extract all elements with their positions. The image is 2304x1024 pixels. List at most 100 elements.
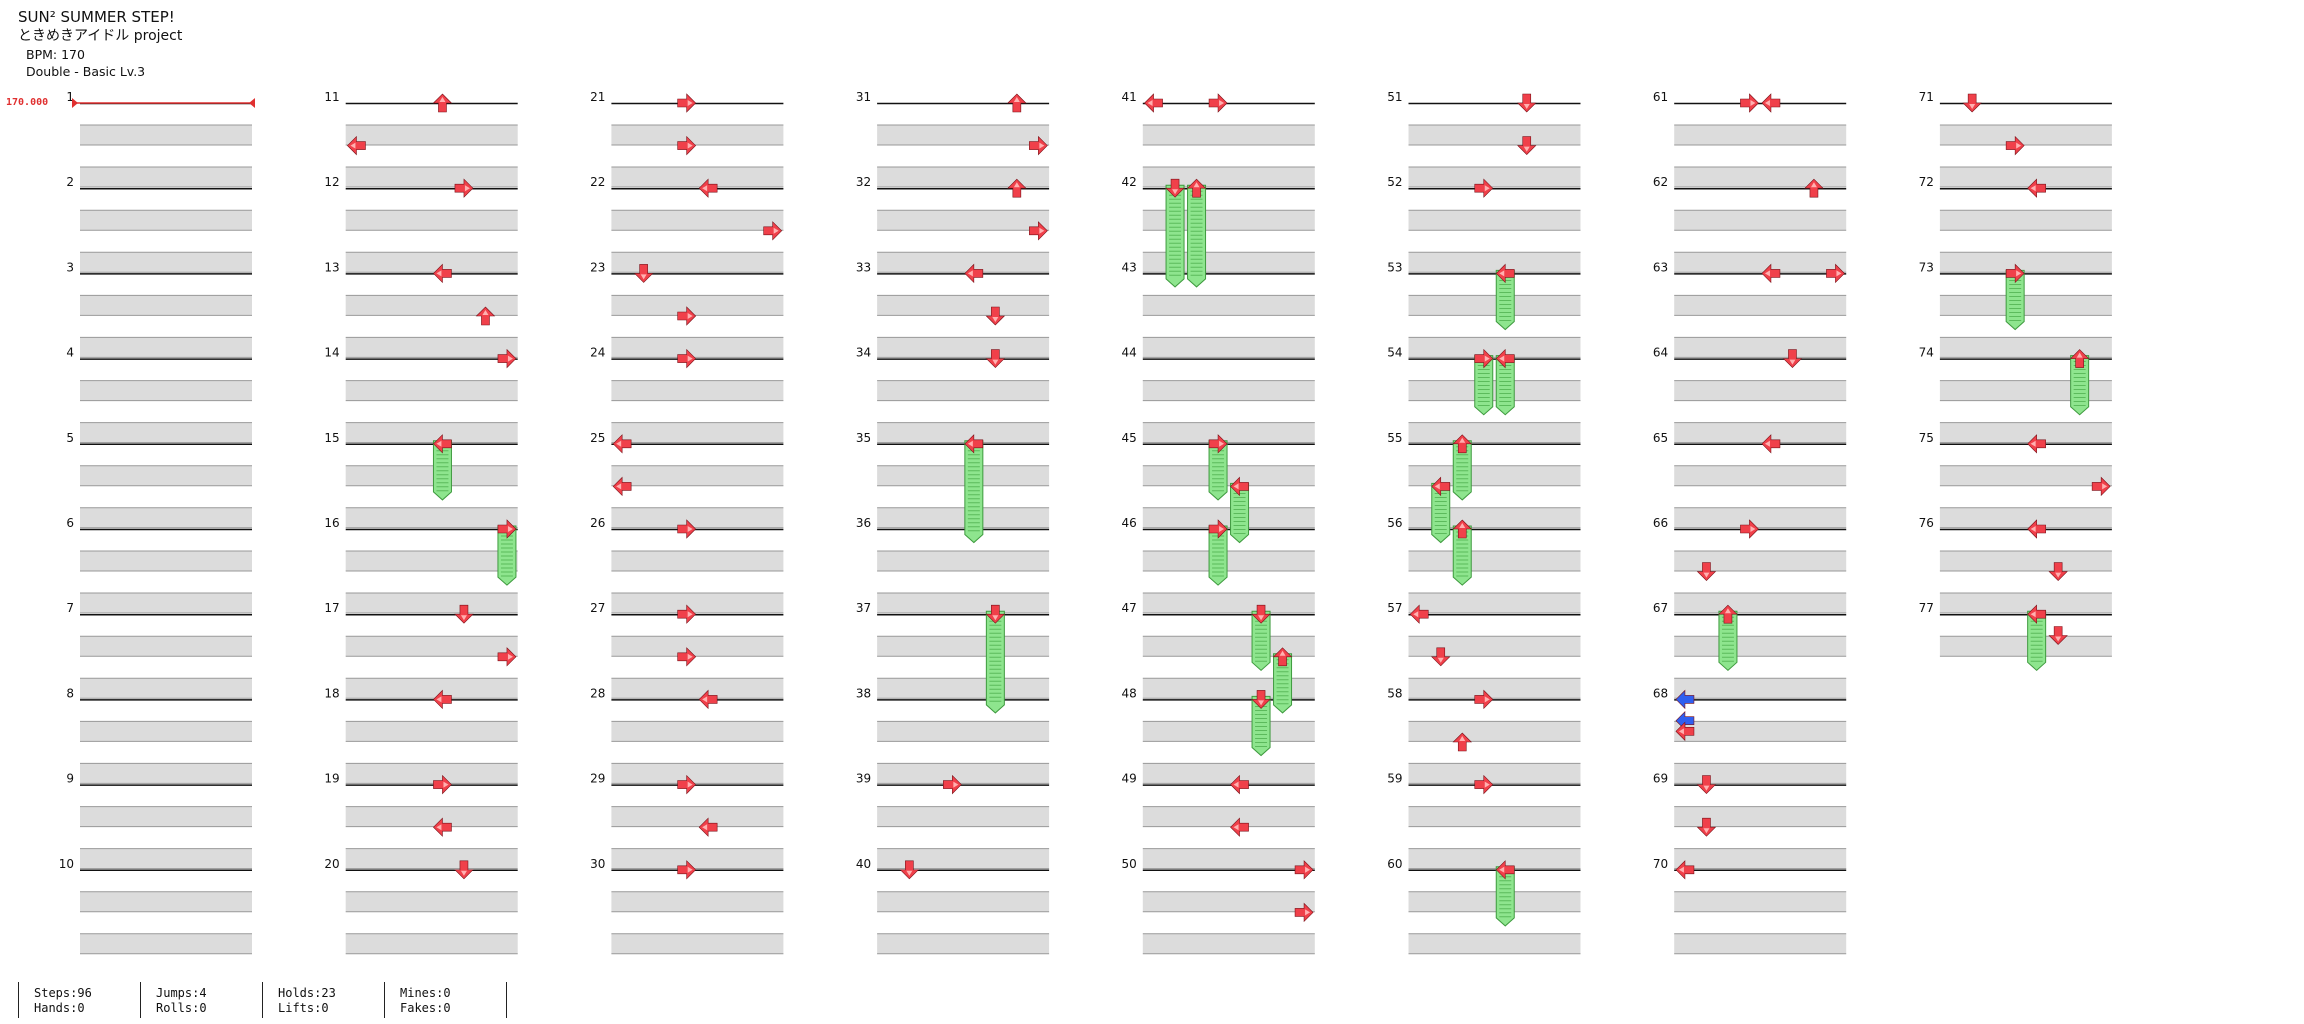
measure-number: 5: [66, 431, 74, 445]
beat-stripe: [1674, 422, 1847, 443]
beat-stripe: [877, 337, 1050, 358]
step-arrow: [2027, 519, 2046, 539]
measure-number: 55: [1387, 431, 1402, 445]
measure-number: 39: [856, 772, 871, 786]
step-arrow-shape: [1696, 562, 1717, 582]
measure-number: 63: [1653, 260, 1668, 274]
arrow-highlight: [1703, 785, 1710, 791]
step-arrow-shape: [433, 774, 452, 795]
step-arrow-shape: [2027, 434, 2046, 454]
step-arrow: [1696, 775, 1717, 795]
step-arrow-shape: [1165, 178, 1185, 198]
beat-stripe: [877, 507, 1050, 528]
step-arrow: [1230, 476, 1249, 497]
step-arrow-shape: [985, 604, 1006, 624]
measure-number: 62: [1653, 175, 1668, 189]
measure-number: 45: [1122, 431, 1137, 445]
arrow-highlight: [1437, 657, 1444, 663]
arrow-highlight: [2016, 270, 2022, 277]
arrow-highlight: [460, 615, 467, 621]
step-arrow: [1761, 93, 1781, 113]
arrow-highlight: [1147, 100, 1153, 106]
step-arrow-shape: [1740, 93, 1759, 113]
step-arrow: [2048, 562, 2068, 582]
measure-number: 70: [1653, 857, 1668, 871]
beat-stripe: [1142, 125, 1315, 145]
beat-stripe: [345, 252, 518, 273]
arrow-highlight: [1039, 142, 1045, 149]
measure-number: 52: [1387, 175, 1402, 189]
arrow-highlight: [616, 483, 622, 490]
step-arrow-shape: [1761, 263, 1781, 284]
hold-body: [1187, 184, 1207, 288]
step-arrow: [1007, 178, 1027, 198]
step-arrow-shape: [1294, 902, 1314, 923]
step-arrow-shape: [763, 221, 783, 241]
measure-number: 15: [324, 431, 339, 445]
step-arrow-shape: [2027, 178, 2046, 198]
arrow-highlight: [1484, 185, 1490, 192]
step-arrow: [497, 519, 517, 539]
step-arrow: [1186, 178, 1207, 198]
step-arrow: [1696, 817, 1717, 837]
song-title: SUN² SUMMER STEP!: [18, 8, 175, 26]
step-arrow: [1495, 348, 1515, 369]
measure-number: 19: [324, 772, 339, 786]
song-header: SUN² SUMMER STEP! ときめきアイドル project BPM: …: [18, 8, 182, 80]
step-arrow: [1452, 519, 1472, 539]
beat-stripe: [877, 933, 1050, 954]
stat-jumps: Jumps:4: [156, 986, 207, 1000]
hold-body: [985, 610, 1005, 714]
step-arrow-shape: [698, 178, 718, 198]
step-arrow-shape: [677, 93, 697, 113]
step-arrow-shape: [1761, 434, 1781, 454]
beat-stripe: [1142, 636, 1315, 657]
beat-stripe: [80, 422, 252, 443]
beat-stripe: [877, 167, 1050, 187]
measure-number: 69: [1653, 772, 1668, 786]
beat-stripe: [1408, 678, 1581, 699]
beat-stripe: [611, 636, 784, 657]
arrow-highlight: [1484, 355, 1490, 362]
step-arrow-shape: [1474, 348, 1494, 369]
step-arrow: [633, 264, 654, 283]
beat-stripe: [1939, 551, 2112, 571]
measure-number: 33: [856, 260, 871, 274]
arrow-highlight: [1233, 824, 1239, 831]
step-arrow: [964, 263, 984, 284]
arrow-highlight: [1836, 270, 1842, 277]
beat-stripe: [345, 210, 518, 231]
step-arrow-shape: [1474, 178, 1494, 198]
beat-stripe: [1674, 210, 1847, 231]
step-arrow: [698, 178, 718, 198]
beat-stripe: [345, 721, 518, 742]
measure-number: 30: [590, 857, 605, 871]
step-arrow-shape: [1675, 860, 1695, 880]
measure-number: 47: [1122, 601, 1137, 615]
arrow-highlight: [507, 526, 513, 532]
step-arrow-shape: [2027, 604, 2046, 624]
step-arrow: [1272, 647, 1293, 667]
beat-stripe: [80, 125, 252, 145]
beat-stripe: [1408, 551, 1581, 571]
step-arrow: [1007, 93, 1027, 113]
beat-stripe: [1408, 848, 1581, 869]
step-arrow-shape: [985, 306, 1006, 326]
step-arrow: [698, 817, 718, 837]
step-arrow: [1294, 902, 1314, 923]
step-arrow: [1495, 860, 1515, 880]
beat-stripe: [1408, 636, 1581, 657]
beat-stripe: [1939, 593, 2112, 613]
beat-stripe: [1408, 252, 1581, 273]
step-arrow-shape: [2027, 519, 2046, 539]
arrow-highlight: [1484, 781, 1490, 788]
beat-stripe: [611, 551, 784, 571]
step-arrow-shape: [677, 647, 697, 667]
step-arrow-shape: [964, 263, 984, 284]
stats-column: Jumps:4 Rolls:0: [140, 982, 262, 1018]
step-arrow-shape: [985, 349, 1006, 369]
beat-stripe: [345, 891, 518, 912]
beat-stripe: [1939, 465, 2112, 486]
measure-number: 57: [1387, 601, 1402, 615]
measure-number: 41: [1122, 90, 1137, 104]
